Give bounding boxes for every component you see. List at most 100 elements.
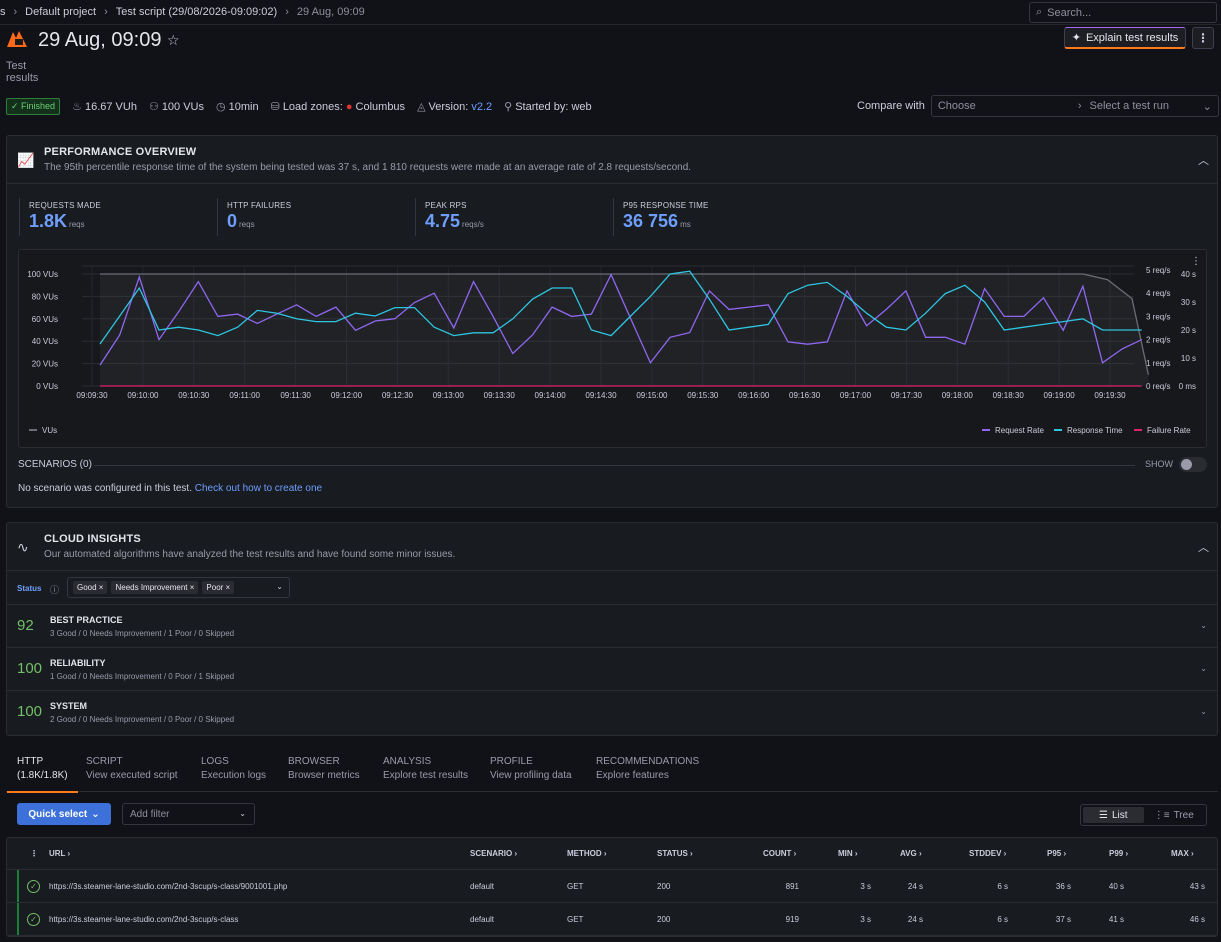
status-badge: ✓ Finished [6, 98, 61, 115]
insight-best-practice[interactable]: 92 BEST PRACTICE 3 Good / 0 Needs Improv… [7, 605, 1217, 648]
chevron-down-icon: ⌄ [276, 582, 283, 591]
legend-label: Request Rate [995, 426, 1044, 435]
insight-system[interactable]: 100 SYSTEM 2 Good / 0 Needs Improvement … [17, 701, 1207, 724]
tab-recommendations[interactable]: RECOMMENDATIONS Explore features [596, 756, 700, 781]
search-input[interactable]: ⌕ Search... [1029, 2, 1217, 23]
sparkle-icon: ✦ [1071, 32, 1081, 44]
y-tick-label-response: 30 s [1181, 298, 1196, 307]
table-header: ⋮ URL › SCENARIO › METHOD › STATUS › COU… [7, 838, 1217, 870]
x-tick-label: 09:18:30 [993, 391, 1025, 400]
y-tick-label-vus: 80 VUs [32, 292, 58, 301]
k6-logo-icon [7, 31, 27, 47]
header-avg[interactable]: AVG › [900, 849, 922, 858]
header-method[interactable]: METHOD › [567, 849, 607, 858]
tab-browser[interactable]: BROWSER Browser metrics [288, 756, 360, 781]
compare-label: Compare with [857, 100, 925, 112]
started-by-info: ⚲ Started by: web [504, 101, 592, 113]
show-scenarios-toggle[interactable] [1179, 457, 1207, 472]
status-multiselect[interactable]: Good × Needs Improvement × Poor × ⌄ [67, 577, 290, 598]
chevron-down-icon: ⌄ [1200, 707, 1207, 716]
y-tick-label-response: 10 s [1181, 354, 1196, 363]
breadcrumb: s › Default project › Test script (29/08… [0, 6, 365, 18]
breadcrumb-project[interactable]: Default project [25, 6, 97, 18]
chevron-up-icon[interactable]: ︿ [1198, 155, 1209, 167]
us-flag-icon: ● [345, 101, 353, 113]
check-circle-icon: ✓ [27, 880, 40, 893]
table-row[interactable]: ✓ https://3s.steamer-lane-studio.com/2nd… [7, 870, 1217, 903]
performance-overview-header[interactable]: 📈 PERFORMANCE OVERVIEW The 95th percenti… [7, 136, 1217, 184]
user-icon: ⚲ [504, 101, 513, 113]
performance-overview-panel: 📈 PERFORMANCE OVERVIEW The 95th percenti… [6, 135, 1218, 508]
tab-http[interactable]: HTTP (1.8K/1.8K) [7, 756, 78, 793]
x-tick-label: 09:09:30 [76, 391, 108, 400]
table-row[interactable]: ✓ https://3s.steamer-lane-studio.com/2nd… [7, 903, 1217, 936]
breadcrumb-current: 29 Aug, 09:09 [296, 6, 365, 18]
y-tick-label-rps: 1 req/s [1146, 359, 1170, 368]
chip-good[interactable]: Good × [73, 581, 108, 594]
compare-with: Compare with Choose › Select a test run … [857, 95, 1219, 117]
x-tick-label: 09:12:00 [331, 391, 363, 400]
header-url[interactable]: URL › [49, 849, 71, 858]
header-p99[interactable]: P99 › [1109, 849, 1129, 858]
quick-select-button[interactable]: Quick select ⌄ [17, 803, 111, 825]
star-icon[interactable]: ☆ [167, 32, 180, 48]
series-area-vus [100, 274, 1149, 386]
header-stddev[interactable]: STDDEV › [969, 849, 1007, 858]
performance-overview-description: The 95th percentile response time of the… [44, 162, 692, 173]
x-tick-label: 09:17:00 [840, 391, 872, 400]
check-circle-icon: ✓ [27, 913, 40, 926]
more-options-button[interactable]: ⋮ [1192, 27, 1214, 49]
header-max[interactable]: MAX › [1171, 849, 1194, 858]
insight-reliability[interactable]: 100 RELIABILITY 1 Good / 0 Needs Improve… [7, 648, 1217, 691]
duration-info: ◷ 10min [216, 101, 259, 113]
tab-profile[interactable]: PROFILE View profiling data [490, 756, 572, 781]
no-scenario-message: No scenario was configured in this test.… [18, 483, 323, 494]
status-filter-row: Status ⓘ Good × Needs Improvement × Poor… [7, 572, 1217, 605]
header-status[interactable]: STATUS › [657, 849, 693, 858]
scenarios-row: SCENARIOS (0) SHOW [18, 457, 1207, 473]
y-tick-label-rps: 3 req/s [1146, 312, 1170, 321]
y-tick-label-response: 0 ms [1179, 382, 1196, 391]
test-run-select[interactable]: Select a test run [1089, 100, 1170, 112]
page-subtitle: Test results [6, 60, 39, 84]
http-requests-table: ⋮ URL › SCENARIO › METHOD › STATUS › COU… [6, 837, 1218, 937]
add-filter-select[interactable]: Add filter ⌄ [122, 803, 255, 825]
legend-label: Failure Rate [1147, 426, 1191, 435]
chevron-up-icon[interactable]: ︿ [1198, 542, 1209, 554]
create-scenario-link[interactable]: Check out how to create one [194, 483, 323, 494]
x-tick-label: 09:13:30 [484, 391, 516, 400]
list-view-button[interactable]: ☰ List [1083, 807, 1144, 823]
tree-icon: ⋮≡ [1153, 809, 1170, 821]
breadcrumb-script[interactable]: Test script (29/08/2026-09:09:02) [115, 6, 278, 18]
status-indicator [17, 870, 19, 902]
y-tick-label-vus: 20 VUs [32, 360, 58, 369]
header-count[interactable]: COUNT › [763, 849, 797, 858]
tab-analysis[interactable]: ANALYSIS Explore test results [383, 756, 469, 781]
tree-view-button[interactable]: ⋮≡ Tree [1153, 809, 1194, 821]
choose-select[interactable]: Choose [937, 100, 976, 112]
column-menu-icon[interactable]: ⋮ [30, 849, 38, 858]
x-tick-label: 09:11:30 [280, 391, 311, 400]
chip-needs-improvement[interactable]: Needs Improvement × [111, 581, 199, 594]
explain-label: Explain test results [1085, 31, 1179, 44]
x-tick-label: 09:12:30 [382, 391, 414, 400]
x-tick-label: 09:18:00 [942, 391, 974, 400]
x-tick-label: 09:14:00 [535, 391, 567, 400]
x-tick-label: 09:19:30 [1094, 391, 1126, 400]
explain-test-results-button[interactable]: ✦ Explain test results [1064, 27, 1186, 49]
divider [94, 465, 1135, 466]
header-p95[interactable]: P95 › [1047, 849, 1067, 858]
breadcrumb-root[interactable]: s [0, 6, 6, 18]
x-tick-label: 09:13:00 [433, 391, 465, 400]
tab-logs[interactable]: LOGS Execution logs [201, 756, 267, 781]
header-scenario[interactable]: SCENARIO › [470, 849, 518, 858]
tab-script[interactable]: SCRIPT View executed script [86, 756, 178, 781]
stat-peak-rps: PEAK RPS 4.75 reqs/s [415, 198, 613, 236]
header-min[interactable]: MIN › [838, 849, 858, 858]
chip-poor[interactable]: Poor × [202, 581, 235, 594]
compare-select[interactable]: Choose › Select a test run ⌄ [930, 95, 1219, 117]
chevron-right-icon: › [285, 6, 289, 18]
cloud-insights-header[interactable]: ∿ CLOUD INSIGHTS Our automated algorithm… [7, 523, 1217, 571]
cloud-insights-description: Our automated algorithms have analyzed t… [44, 549, 456, 560]
info-icon[interactable]: ⓘ [50, 585, 60, 595]
